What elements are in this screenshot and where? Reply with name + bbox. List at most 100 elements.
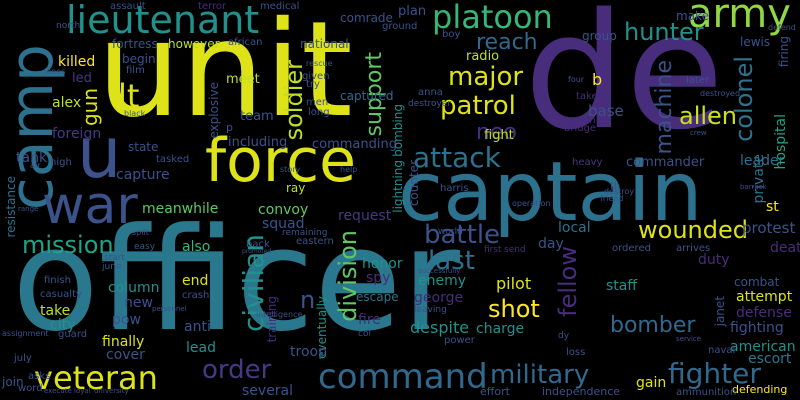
word: foreign <box>52 126 102 142</box>
word: men <box>306 97 329 108</box>
word: squad <box>262 216 305 232</box>
word: new <box>124 295 153 311</box>
word: defend <box>768 23 796 32</box>
word: anti <box>184 319 211 335</box>
word: de <box>524 0 724 165</box>
word: p <box>226 121 233 134</box>
word: charge <box>476 321 525 337</box>
word: rescue <box>306 59 333 68</box>
word: attack <box>413 141 501 174</box>
word: capture <box>116 167 170 183</box>
word: medical <box>260 1 300 12</box>
word: harris <box>440 183 469 194</box>
word: start <box>104 253 125 263</box>
word: city <box>50 317 76 333</box>
word: gain <box>636 375 667 391</box>
word: allen <box>679 102 738 130</box>
word: finish <box>44 275 71 286</box>
word: janet <box>713 296 727 327</box>
word: four <box>568 75 585 84</box>
word: escape <box>356 290 399 304</box>
word: leaving <box>414 305 447 315</box>
word: power <box>444 335 475 346</box>
word: b <box>592 70 603 89</box>
word: killed <box>58 54 96 70</box>
word: war <box>42 176 138 236</box>
word: fight <box>484 128 514 143</box>
word: african <box>228 37 263 48</box>
word: defense <box>736 305 792 321</box>
word: first <box>484 245 502 255</box>
word: take <box>40 303 71 319</box>
word: unit <box>97 0 353 147</box>
word: help <box>340 165 358 174</box>
word: col <box>358 329 371 339</box>
word: plan <box>398 4 427 19</box>
word: bombing <box>391 104 405 157</box>
word: military <box>490 360 590 390</box>
word: enemy <box>418 273 467 289</box>
word: training <box>265 296 279 343</box>
word: intelligence <box>256 310 303 319</box>
word: spy <box>366 270 391 286</box>
word: guard <box>58 329 88 340</box>
word: range <box>18 205 39 213</box>
word: defending <box>732 383 788 396</box>
word: gun <box>78 88 102 127</box>
word: ordered <box>612 243 651 254</box>
word: machine <box>652 60 677 155</box>
word: however <box>168 37 220 51</box>
word: alex <box>52 95 82 111</box>
word: including <box>228 135 288 150</box>
word: reach <box>476 30 538 55</box>
word: escort <box>748 351 792 367</box>
word: officer <box>12 198 460 363</box>
word: cover <box>106 347 145 363</box>
word: ray <box>286 181 306 195</box>
word: loss <box>566 347 586 358</box>
word: last <box>428 246 475 276</box>
word: barrack <box>740 183 767 191</box>
word: several <box>242 383 294 399</box>
word: effort <box>480 385 510 398</box>
word: pow <box>112 312 141 328</box>
word: staff <box>606 278 638 294</box>
word: asks <box>28 371 51 382</box>
word: major <box>448 62 524 92</box>
word: meanwhile <box>142 201 219 217</box>
word: day <box>538 236 564 252</box>
word: lieutenant <box>66 0 260 42</box>
word: later <box>686 75 710 86</box>
word: high <box>50 157 72 168</box>
word: base <box>588 102 624 120</box>
word: tank <box>16 150 48 166</box>
word: begin <box>122 52 156 66</box>
word: lightning <box>391 160 405 213</box>
word: given <box>302 71 330 82</box>
word: friend <box>600 194 624 203</box>
word: lead <box>186 340 216 356</box>
word: radio <box>466 49 500 64</box>
word: veteran <box>34 359 158 397</box>
word: duty <box>698 252 730 268</box>
word: th <box>610 181 621 192</box>
word: convoy <box>258 202 309 218</box>
word: finally <box>102 334 145 350</box>
word: captured <box>340 89 394 103</box>
word: personnel <box>152 305 187 313</box>
word: fighting <box>730 320 784 336</box>
word: fortress <box>112 37 158 51</box>
word: fire <box>358 312 381 328</box>
word: loyal <box>74 387 91 395</box>
word: independence <box>542 385 621 398</box>
word: ammunition <box>676 387 737 398</box>
word: join <box>2 375 24 389</box>
word: make <box>676 9 709 23</box>
word: eastern <box>296 236 334 247</box>
word: national <box>300 37 349 51</box>
word: commanding <box>312 137 397 152</box>
word: comrade <box>340 11 393 25</box>
word: service <box>676 335 702 343</box>
word: bridge <box>564 123 597 134</box>
